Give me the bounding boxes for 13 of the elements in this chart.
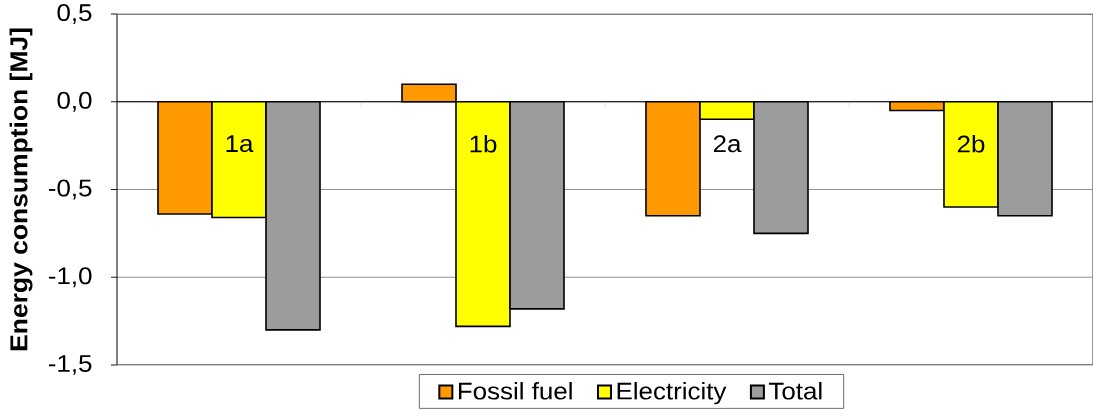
y-tick-label: 0,0 (57, 91, 92, 112)
y-tick-label: -0,5 (48, 179, 92, 200)
legend-label: Fossil fuel (458, 381, 572, 400)
y-tick-label: -1,5 (48, 355, 92, 375)
y-tick-label: 0,5 (57, 4, 92, 24)
y-axis-title: Energy consumption [MJ] (9, 28, 33, 351)
y-tick-label: -1,0 (48, 267, 92, 288)
x-tick-label: 2b (957, 134, 985, 153)
legend-label: Total (768, 381, 822, 400)
x-tick-label: 2a (713, 135, 742, 153)
legend-label: Electricity (617, 381, 727, 405)
x-tick-label: 1b (470, 134, 497, 153)
x-tick-label: 1a (226, 135, 254, 153)
